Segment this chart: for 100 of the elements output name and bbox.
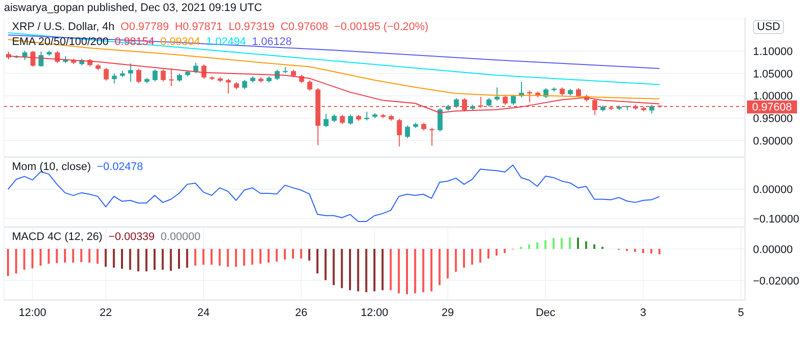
candlestick bbox=[30, 50, 36, 68]
y-tick-label: −0.10000 bbox=[753, 213, 800, 226]
annotation: 0.00000 bbox=[160, 231, 200, 243]
bar bbox=[316, 248, 318, 274]
candlestick bbox=[104, 67, 109, 82]
bar bbox=[112, 248, 115, 268]
bar bbox=[479, 248, 482, 263]
bar bbox=[658, 248, 660, 254]
candlestick bbox=[22, 50, 28, 61]
y-tick-label: 0.00000 bbox=[753, 244, 793, 256]
candlestick bbox=[193, 62, 198, 74]
x-tick-label: 24 bbox=[197, 306, 210, 319]
bar bbox=[170, 248, 172, 271]
bar bbox=[650, 248, 652, 254]
bar bbox=[96, 248, 99, 264]
x-tick-label: Dec bbox=[536, 306, 556, 319]
candlestick bbox=[54, 50, 60, 64]
chart-title: MACD 4C (12, 26) bbox=[12, 231, 102, 243]
bar bbox=[504, 248, 506, 253]
annotation: 1.06128 bbox=[250, 36, 292, 48]
bar bbox=[104, 248, 107, 267]
annotation: H0.97871 bbox=[174, 21, 223, 33]
annotation: −0.02478 bbox=[96, 161, 144, 173]
candlestick bbox=[128, 62, 134, 82]
bar bbox=[577, 238, 579, 249]
bar bbox=[251, 248, 254, 265]
y-tick-label: 0.00000 bbox=[753, 184, 793, 196]
line-series bbox=[8, 32, 660, 86]
bar bbox=[15, 248, 18, 274]
bar bbox=[414, 248, 416, 294]
chart-subtitle: aiswarya_gopan published, Dec 03, 2021 09:19 UTC bbox=[4, 2, 262, 14]
bar bbox=[552, 238, 555, 249]
bar bbox=[186, 248, 188, 268]
bar bbox=[72, 248, 74, 263]
bar bbox=[121, 248, 123, 269]
candlestick bbox=[527, 90, 532, 103]
bar bbox=[129, 248, 132, 270]
annotation: C0.97608 bbox=[280, 21, 328, 33]
bar bbox=[463, 248, 465, 268]
bar bbox=[349, 248, 351, 290]
bar bbox=[487, 248, 490, 259]
bar bbox=[324, 248, 327, 280]
bar bbox=[382, 248, 384, 290]
bar bbox=[284, 248, 286, 260]
bar bbox=[308, 248, 310, 261]
bar bbox=[23, 248, 26, 270]
y-tick-label: 1.10000 bbox=[753, 46, 793, 58]
candlestick bbox=[38, 51, 44, 68]
y-tick-label: 1.05000 bbox=[753, 68, 793, 80]
bar bbox=[642, 248, 644, 253]
bar bbox=[268, 248, 270, 263]
y-tick-label: 1.00000 bbox=[753, 90, 793, 103]
bar bbox=[634, 248, 636, 252]
x-tick-label: 26 bbox=[295, 306, 308, 319]
bar bbox=[357, 248, 360, 292]
bar bbox=[373, 248, 376, 292]
bar bbox=[80, 248, 82, 262]
candlestick bbox=[136, 68, 142, 84]
bar bbox=[560, 238, 563, 249]
line-series bbox=[8, 38, 660, 100]
bar bbox=[210, 248, 213, 265]
candlestick bbox=[112, 72, 117, 84]
bar bbox=[406, 248, 408, 294]
x-tick-label: 12:00 bbox=[360, 306, 388, 319]
bar bbox=[528, 244, 530, 249]
bar bbox=[56, 248, 58, 264]
bar bbox=[454, 248, 457, 272]
bar bbox=[162, 248, 164, 270]
bar bbox=[178, 248, 180, 269]
annotation: L0.97319 bbox=[228, 21, 274, 33]
candlestick bbox=[494, 86, 500, 102]
annotation: O0.97789 bbox=[120, 21, 169, 33]
x-tick-label: 12:00 bbox=[18, 306, 46, 319]
bar bbox=[544, 240, 546, 249]
x-tick-label: 29 bbox=[442, 306, 454, 319]
bar bbox=[7, 248, 9, 276]
chart-title: Mom (10, close) bbox=[12, 161, 91, 173]
candlestick bbox=[396, 118, 402, 147]
y-axis-title: USD bbox=[753, 20, 784, 34]
line-series bbox=[8, 55, 660, 114]
bar bbox=[496, 248, 498, 256]
x-tick-label: 22 bbox=[100, 306, 112, 319]
candlestick bbox=[242, 79, 248, 90]
x-tick-label: 3 bbox=[640, 306, 646, 319]
bar bbox=[226, 248, 229, 267]
candlestick bbox=[429, 127, 434, 146]
bar bbox=[48, 248, 50, 264]
candlestick bbox=[576, 88, 581, 98]
candlestick bbox=[510, 94, 516, 106]
candlestick bbox=[160, 68, 166, 82]
bar bbox=[40, 248, 42, 266]
bar bbox=[430, 248, 432, 292]
bar bbox=[300, 248, 302, 259]
candlestick bbox=[307, 80, 312, 92]
bar bbox=[137, 248, 140, 272]
bar bbox=[438, 248, 441, 286]
x-tick-label: 5 bbox=[738, 306, 744, 319]
bar bbox=[446, 248, 449, 278]
bar bbox=[218, 248, 221, 266]
bar bbox=[471, 248, 474, 265]
